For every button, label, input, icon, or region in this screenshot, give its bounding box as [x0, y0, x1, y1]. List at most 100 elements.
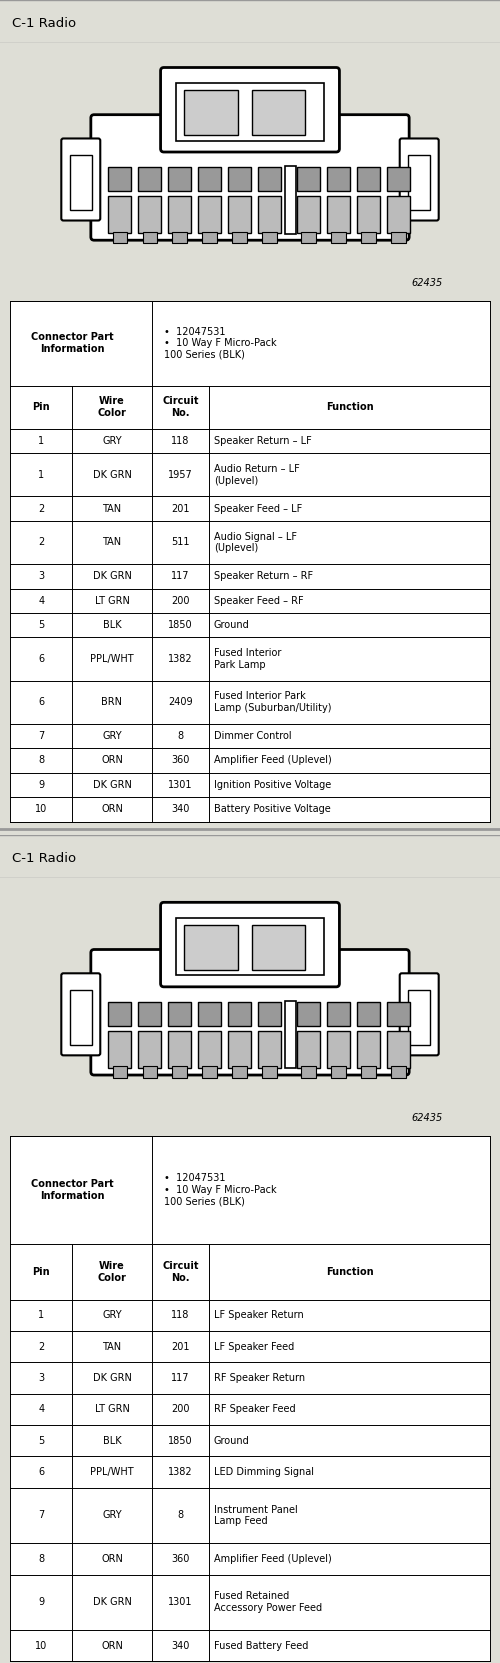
Bar: [361, 1066, 376, 1078]
Text: 8: 8: [178, 732, 184, 742]
Bar: [387, 1031, 410, 1068]
Text: 511: 511: [171, 537, 190, 547]
Bar: [331, 231, 346, 243]
Bar: [252, 90, 306, 135]
Text: LT GRN: LT GRN: [94, 595, 130, 605]
Text: Pin: Pin: [32, 402, 50, 412]
Text: 6: 6: [38, 654, 44, 664]
Text: LED Dimming Signal: LED Dimming Signal: [214, 1467, 314, 1477]
Bar: [168, 196, 192, 233]
Text: BLK: BLK: [102, 1435, 122, 1445]
Bar: [198, 168, 222, 191]
Text: BRN: BRN: [102, 697, 122, 707]
Text: Amplifier Feed (Uplevel): Amplifier Feed (Uplevel): [214, 1553, 332, 1563]
Text: 5: 5: [38, 620, 44, 630]
Text: 360: 360: [171, 755, 190, 765]
Bar: [357, 168, 380, 191]
Bar: [262, 1066, 277, 1078]
Text: 5: 5: [38, 1435, 44, 1445]
Text: ORN: ORN: [101, 1641, 123, 1651]
Bar: [297, 1031, 320, 1068]
Bar: [331, 1066, 346, 1078]
Text: RF Speaker Return: RF Speaker Return: [214, 1374, 305, 1384]
Text: 2: 2: [38, 1342, 44, 1352]
Text: Connector Part
Information: Connector Part Information: [31, 333, 114, 354]
Bar: [176, 83, 324, 140]
Text: Speaker Feed – RF: Speaker Feed – RF: [214, 595, 304, 605]
Bar: [142, 231, 158, 243]
Bar: [108, 168, 132, 191]
Text: 9: 9: [38, 1596, 44, 1606]
Text: 340: 340: [171, 805, 190, 815]
FancyBboxPatch shape: [160, 68, 340, 151]
Bar: [285, 1001, 296, 1068]
FancyBboxPatch shape: [400, 138, 438, 221]
FancyBboxPatch shape: [62, 973, 100, 1056]
Bar: [408, 155, 430, 210]
Text: •  12047531
•  10 Way F Micro-Pack
100 Series (BLK): • 12047531 • 10 Way F Micro-Pack 100 Ser…: [164, 326, 276, 359]
Text: 360: 360: [171, 1553, 190, 1563]
Text: 340: 340: [171, 1641, 190, 1651]
Text: 10: 10: [35, 1641, 48, 1651]
Text: 8: 8: [178, 1510, 184, 1520]
Text: 117: 117: [171, 1374, 190, 1384]
Bar: [108, 1031, 132, 1068]
Bar: [198, 1003, 222, 1026]
Bar: [391, 231, 406, 243]
Text: LT GRN: LT GRN: [94, 1405, 130, 1415]
Bar: [297, 196, 320, 233]
Bar: [357, 1031, 380, 1068]
Bar: [172, 1066, 187, 1078]
Bar: [138, 1031, 162, 1068]
Text: 1850: 1850: [168, 620, 192, 630]
Text: Fused Battery Feed: Fused Battery Feed: [214, 1641, 308, 1651]
Text: 10: 10: [35, 805, 48, 815]
Text: Circuit
No.: Circuit No.: [162, 396, 198, 417]
FancyBboxPatch shape: [160, 903, 340, 986]
Bar: [228, 1031, 251, 1068]
Bar: [297, 1003, 320, 1026]
Text: 6: 6: [38, 1467, 44, 1477]
Bar: [176, 918, 324, 975]
Text: GRY: GRY: [102, 732, 122, 742]
Text: GRY: GRY: [102, 1310, 122, 1320]
Text: DK GRN: DK GRN: [92, 1374, 132, 1384]
Text: Function: Function: [326, 1267, 374, 1277]
Bar: [232, 231, 247, 243]
Text: DK GRN: DK GRN: [92, 1596, 132, 1606]
Text: ORN: ORN: [101, 755, 123, 765]
Text: DK GRN: DK GRN: [92, 780, 132, 790]
Text: 200: 200: [171, 1405, 190, 1415]
Bar: [142, 1066, 158, 1078]
Text: Circuit
No.: Circuit No.: [162, 1261, 198, 1282]
Bar: [198, 196, 222, 233]
Bar: [112, 1066, 128, 1078]
Bar: [202, 1066, 217, 1078]
Text: 9: 9: [38, 780, 44, 790]
Text: Wire
Color: Wire Color: [98, 1261, 126, 1282]
Text: 118: 118: [171, 1310, 190, 1320]
Bar: [202, 231, 217, 243]
Bar: [408, 989, 430, 1044]
Bar: [70, 155, 92, 210]
Text: 8: 8: [38, 1553, 44, 1563]
Text: Fused Interior
Park Lamp: Fused Interior Park Lamp: [214, 649, 282, 670]
Text: Battery Positive Voltage: Battery Positive Voltage: [214, 805, 331, 815]
Bar: [258, 1031, 281, 1068]
Text: PPL/WHT: PPL/WHT: [90, 654, 134, 664]
Text: C-1 Radio: C-1 Radio: [12, 17, 76, 30]
Bar: [327, 196, 350, 233]
Text: BLK: BLK: [102, 620, 122, 630]
Bar: [327, 1003, 350, 1026]
Bar: [387, 1003, 410, 1026]
Text: Fused Interior Park
Lamp (Suburban/Utility): Fused Interior Park Lamp (Suburban/Utili…: [214, 692, 332, 713]
Bar: [327, 1031, 350, 1068]
FancyBboxPatch shape: [400, 973, 438, 1056]
Text: Ignition Positive Voltage: Ignition Positive Voltage: [214, 780, 331, 790]
Bar: [138, 168, 162, 191]
Text: ORN: ORN: [101, 805, 123, 815]
Bar: [258, 196, 281, 233]
Bar: [112, 231, 128, 243]
Text: 1: 1: [38, 1310, 44, 1320]
Text: •  12047531
•  10 Way F Micro-Pack
100 Series (BLK): • 12047531 • 10 Way F Micro-Pack 100 Ser…: [164, 1174, 276, 1207]
